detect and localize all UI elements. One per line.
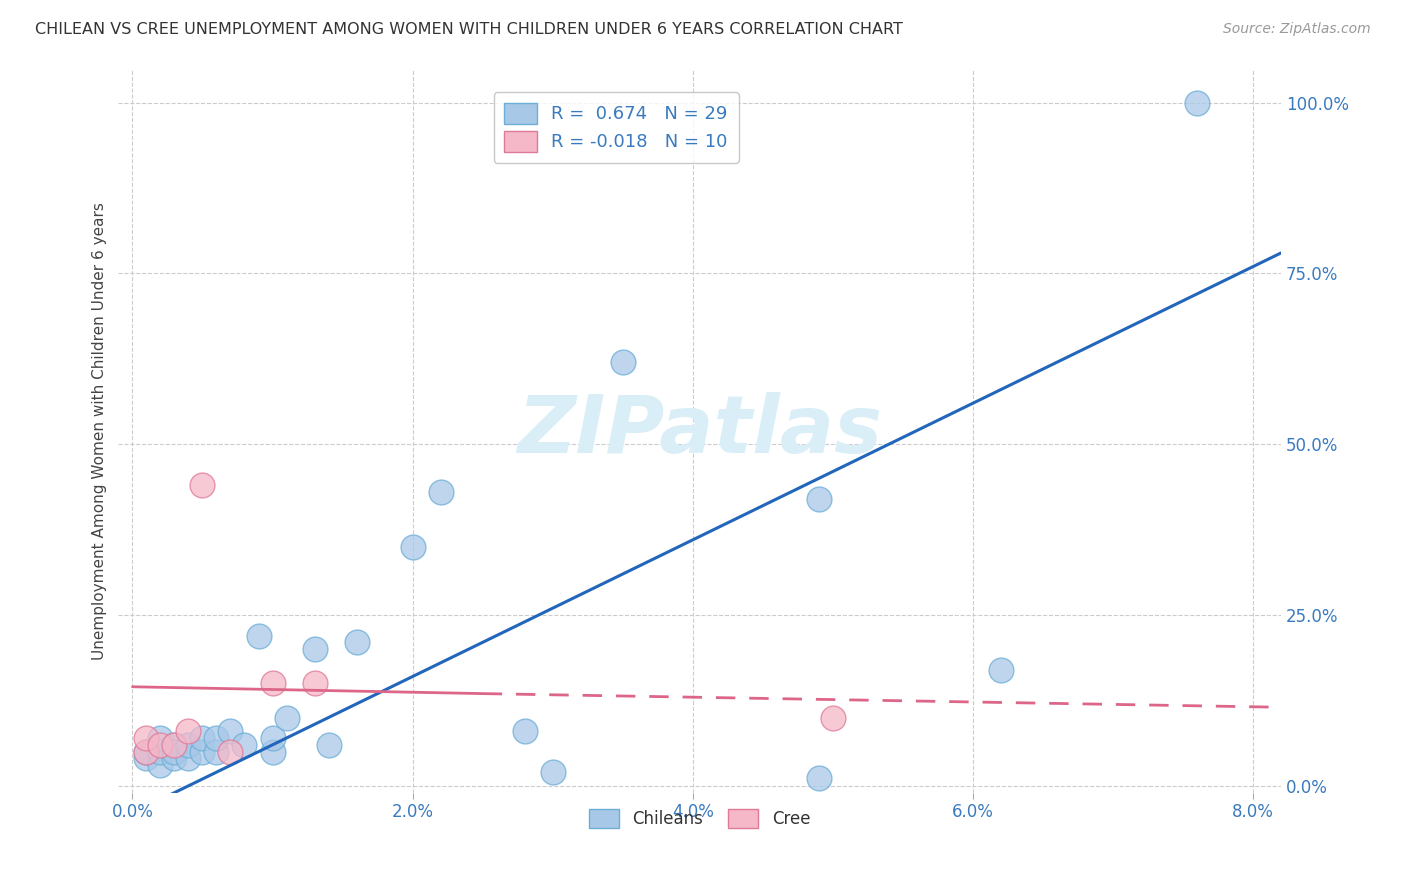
Point xyxy=(177,738,200,752)
Point xyxy=(612,355,634,369)
Point xyxy=(205,731,228,745)
Point xyxy=(262,731,284,745)
Point xyxy=(513,724,536,739)
Point xyxy=(163,738,186,752)
Point xyxy=(262,745,284,759)
Point xyxy=(233,738,256,752)
Point xyxy=(177,751,200,765)
Legend: Chileans, Cree: Chileans, Cree xyxy=(582,803,817,835)
Point xyxy=(135,731,157,745)
Point xyxy=(191,731,214,745)
Point xyxy=(149,758,172,772)
Point xyxy=(135,745,157,759)
Point xyxy=(318,738,340,752)
Point xyxy=(821,710,844,724)
Point xyxy=(401,540,423,554)
Point xyxy=(135,751,157,765)
Point xyxy=(205,745,228,759)
Point xyxy=(1185,95,1208,110)
Point xyxy=(304,676,326,690)
Point xyxy=(191,745,214,759)
Point xyxy=(276,710,298,724)
Point xyxy=(429,485,451,500)
Point xyxy=(219,724,242,739)
Point xyxy=(163,751,186,765)
Point xyxy=(149,745,172,759)
Point xyxy=(163,738,186,752)
Point xyxy=(149,731,172,745)
Point xyxy=(247,628,270,642)
Point xyxy=(807,491,830,506)
Text: Source: ZipAtlas.com: Source: ZipAtlas.com xyxy=(1223,22,1371,37)
Point xyxy=(990,663,1012,677)
Point xyxy=(262,676,284,690)
Point xyxy=(149,738,172,752)
Point xyxy=(177,724,200,739)
Point xyxy=(346,635,368,649)
Point xyxy=(219,745,242,759)
Point xyxy=(135,745,157,759)
Point xyxy=(304,642,326,657)
Y-axis label: Unemployment Among Women with Children Under 6 years: Unemployment Among Women with Children U… xyxy=(93,202,107,659)
Text: ZIPatlas: ZIPatlas xyxy=(517,392,882,469)
Point xyxy=(191,478,214,492)
Point xyxy=(807,771,830,785)
Text: CHILEAN VS CREE UNEMPLOYMENT AMONG WOMEN WITH CHILDREN UNDER 6 YEARS CORRELATION: CHILEAN VS CREE UNEMPLOYMENT AMONG WOMEN… xyxy=(35,22,903,37)
Point xyxy=(163,745,186,759)
Point xyxy=(541,765,564,780)
